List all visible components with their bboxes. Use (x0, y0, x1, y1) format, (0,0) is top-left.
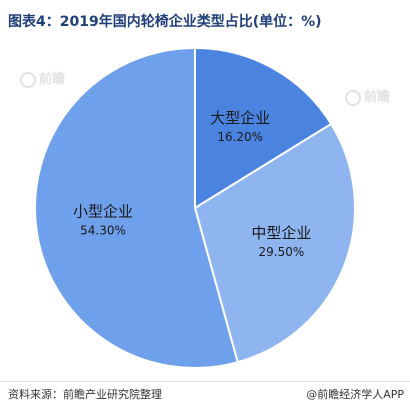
chart-title: 图表4：2019年国内轮椅企业类型占比(单位：%) (8, 14, 322, 30)
brand-credit: @前瞻经济学人APP (306, 388, 404, 401)
pie-slice (193, 122, 356, 364)
slice-label: 小型企业 (73, 202, 133, 220)
slice-value: 29.50% (259, 245, 305, 259)
slice-label: 中型企业 (251, 224, 311, 242)
pie-chart: 大型企业 16.20% 中型企业 29.50% 小型企业 54.30% (34, 46, 356, 369)
pie-slice (194, 46, 333, 210)
slice-value: 16.20% (217, 130, 263, 144)
footer-divider (0, 381, 410, 382)
pie-slice (34, 46, 239, 369)
slice-value: 54.30% (80, 223, 126, 237)
source-note: 资料来源：前瞻产业研究院整理 (8, 388, 162, 401)
slice-label: 大型企业 (210, 109, 270, 127)
